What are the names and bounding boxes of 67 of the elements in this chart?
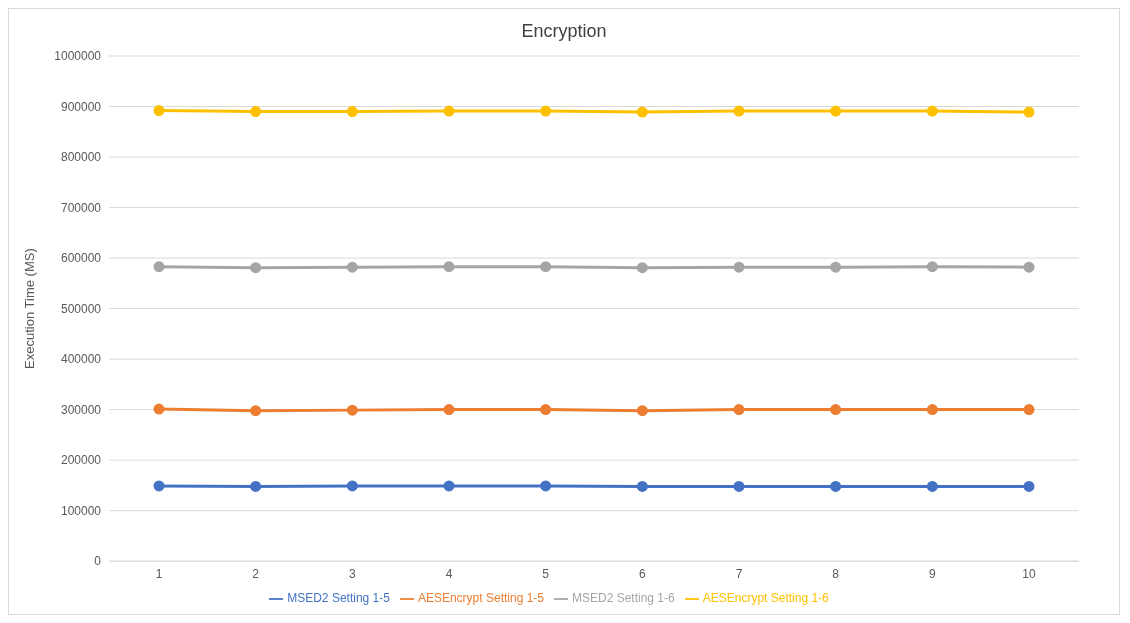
legend-label: MSED2 Setting 1-5 bbox=[287, 591, 390, 606]
point bbox=[636, 262, 648, 274]
y-tick-label: 700000 bbox=[60, 200, 102, 215]
x-tick-label: 4 bbox=[445, 566, 453, 581]
y-tick-label: 200000 bbox=[60, 453, 102, 468]
point bbox=[346, 404, 358, 416]
y-tick-label: 0 bbox=[94, 554, 102, 569]
point bbox=[540, 105, 552, 117]
y-axis-title: Execution Time (MS) bbox=[21, 248, 37, 369]
x-tick-label: 5 bbox=[542, 566, 550, 581]
y-tick-label: 600000 bbox=[60, 251, 102, 266]
y-tick-label: 100000 bbox=[60, 503, 102, 518]
point bbox=[153, 105, 165, 117]
point bbox=[1023, 404, 1035, 416]
legend-label: AESEncrypt Setting 1-6 bbox=[702, 591, 829, 606]
legend-label: AESEncrypt Setting 1-5 bbox=[417, 591, 544, 606]
x-tick-label: 1 bbox=[155, 566, 163, 581]
point bbox=[926, 105, 938, 117]
x-tick-label: 8 bbox=[832, 566, 840, 581]
point bbox=[153, 480, 165, 492]
point bbox=[926, 480, 938, 492]
point bbox=[733, 480, 745, 492]
point bbox=[443, 404, 455, 416]
point bbox=[830, 404, 842, 416]
point bbox=[733, 105, 745, 117]
chart-title: Encryption bbox=[520, 20, 608, 43]
point bbox=[540, 404, 552, 416]
legend-label: MSED2 Setting 1-6 bbox=[572, 591, 675, 606]
point bbox=[830, 105, 842, 117]
y-tick-label: 300000 bbox=[60, 402, 102, 417]
point bbox=[636, 480, 648, 492]
y-tick-label: 800000 bbox=[60, 150, 102, 165]
point bbox=[636, 106, 648, 118]
point bbox=[250, 480, 262, 492]
point bbox=[540, 261, 552, 273]
x-tick-label: 9 bbox=[928, 566, 936, 581]
point bbox=[346, 261, 358, 273]
point bbox=[733, 261, 745, 273]
point bbox=[540, 480, 552, 492]
x-tick-label: 7 bbox=[735, 566, 743, 581]
point bbox=[926, 404, 938, 416]
x-tick-label: 3 bbox=[348, 566, 356, 581]
point bbox=[250, 262, 262, 274]
x-tick-label: 10 bbox=[1022, 566, 1036, 581]
point bbox=[636, 405, 648, 417]
y-tick-label: 900000 bbox=[60, 99, 102, 114]
y-tick-label: 400000 bbox=[60, 352, 102, 367]
point bbox=[153, 403, 165, 415]
x-tick-label: 2 bbox=[252, 566, 260, 581]
point bbox=[346, 480, 358, 492]
point bbox=[346, 106, 358, 118]
point bbox=[1023, 480, 1035, 492]
point bbox=[733, 404, 745, 416]
y-tick-label: 500000 bbox=[60, 301, 102, 316]
y-tick-label: 1000000 bbox=[54, 49, 102, 64]
point bbox=[443, 480, 455, 492]
point bbox=[250, 106, 262, 118]
point bbox=[830, 480, 842, 492]
point bbox=[153, 261, 165, 273]
point bbox=[830, 261, 842, 273]
point bbox=[1023, 261, 1035, 273]
point bbox=[1023, 106, 1035, 118]
point bbox=[443, 105, 455, 117]
x-tick-label: 6 bbox=[638, 566, 646, 581]
point bbox=[926, 261, 938, 273]
point bbox=[443, 261, 455, 273]
point bbox=[250, 405, 262, 417]
